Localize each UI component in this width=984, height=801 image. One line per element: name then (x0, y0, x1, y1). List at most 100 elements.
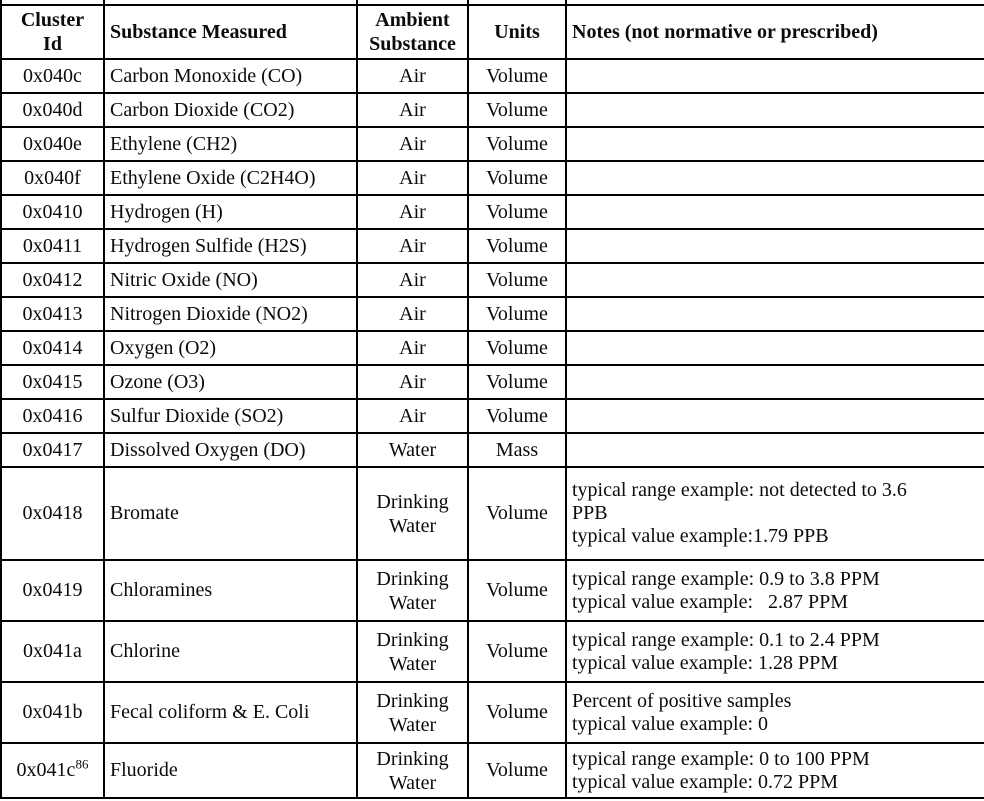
clipped-cell (467, 0, 567, 6)
notes-cell (565, 92, 984, 128)
substance-measured-cell: Sulfur Dioxide (SO2) (103, 398, 358, 434)
notes-cell (565, 194, 984, 230)
notes-cell (565, 126, 984, 162)
cluster-id-cell: 0x0419 (0, 559, 105, 622)
cluster-id-text: 0x0413 (22, 302, 83, 325)
notes-cell (565, 296, 984, 332)
cluster-id-cell: 0x041c86 (0, 742, 105, 799)
notes-cell (565, 364, 984, 400)
column-header-units: Units (467, 4, 567, 60)
cluster-id-text: 0x0415 (22, 370, 83, 393)
ambient-substance-cell: Drinking Water (356, 681, 469, 744)
substance-measured-cell: Bromate (103, 466, 358, 561)
cluster-id-cell: 0x040c (0, 58, 105, 94)
notes-cell (565, 262, 984, 298)
ambient-substance-cell: Air (356, 92, 469, 128)
ambient-substance-cell: Air (356, 58, 469, 94)
cluster-id-text: 0x041a (23, 640, 82, 662)
units-cell: Volume (467, 296, 567, 332)
cluster-id-cell: 0x0416 (0, 398, 105, 434)
ambient-substance-cell: Drinking Water (356, 620, 469, 683)
cluster-id-text: 0x040c (23, 64, 82, 87)
cluster-id-cell: 0x041b (0, 681, 105, 744)
cluster-id-cell: 0x0417 (0, 432, 105, 468)
ambient-substance-cell: Air (356, 398, 469, 434)
substance-measured-cell: Hydrogen Sulfide (H2S) (103, 228, 358, 264)
cluster-id-text: 0x0418 (22, 502, 83, 524)
cluster-id-cell: 0x0412 (0, 262, 105, 298)
cluster-id-cell: 0x0410 (0, 194, 105, 230)
footnote-ref: 86 (75, 756, 89, 772)
notes-cell (565, 330, 984, 366)
cluster-id-text: 0x040d (22, 98, 83, 121)
cluster-id-text: 0x040f (24, 166, 81, 189)
notes-cell: typical range example: 0.1 to 2.4 PPM ty… (565, 620, 984, 683)
substance-measured-cell: Chlorine (103, 620, 358, 683)
notes-cell (565, 58, 984, 94)
substance-measured-cell: Ozone (O3) (103, 364, 358, 400)
units-cell: Volume (467, 194, 567, 230)
notes-cell (565, 432, 984, 468)
substance-measured-cell: Ethylene (CH2) (103, 126, 358, 162)
cluster-id-cell: 0x040f (0, 160, 105, 196)
cluster-id-text: 0x0410 (22, 200, 83, 223)
cluster-id-cell: 0x0418 (0, 466, 105, 561)
units-cell: Volume (467, 466, 567, 561)
substance-measured-cell: Nitric Oxide (NO) (103, 262, 358, 298)
table-row: 0x0410 Hydrogen (H) Air Volume (0, 194, 984, 230)
table-row: 0x0412 Nitric Oxide (NO) Air Volume (0, 262, 984, 298)
table-row: 0x040f Ethylene Oxide (C2H4O) Air Volume (0, 160, 984, 196)
ambient-substance-cell: Air (356, 296, 469, 332)
table-row: 0x041a Chlorine Drinking Water Volume typica… (0, 620, 984, 683)
table-row: 0x041b Fecal coliform & E. Coli Drinking W… (0, 681, 984, 744)
units-cell: Mass (467, 432, 567, 468)
table-row: 0x0417 Dissolved Oxygen (DO) Water Mass (0, 432, 984, 468)
notes-cell: typical range example: 0.9 to 3.8 PPM ty… (565, 559, 984, 622)
substance-measured-cell: Carbon Monoxide (CO) (103, 58, 358, 94)
cluster-id-cell: 0x0415 (0, 364, 105, 400)
cluster-id-cell: 0x040d (0, 92, 105, 128)
column-header-cluster-id: Cluster Id (0, 4, 105, 60)
units-cell: Volume (467, 58, 567, 94)
cluster-id-cell: 0x0411 (0, 228, 105, 264)
ambient-substance-cell: Drinking Water (356, 742, 469, 799)
table-row: 0x0414 Oxygen (O2) Air Volume (0, 330, 984, 366)
table-row: 0x040e Ethylene (CH2) Air Volume (0, 126, 984, 162)
substance-measured-cell: Hydrogen (H) (103, 194, 358, 230)
notes-cell (565, 160, 984, 196)
cluster-id-cell: 0x0413 (0, 296, 105, 332)
units-cell: Volume (467, 364, 567, 400)
units-cell: Volume (467, 160, 567, 196)
substance-measured-cell: Nitrogen Dioxide (NO2) (103, 296, 358, 332)
cluster-id-text: 0x041b (22, 701, 83, 723)
substance-measured-cell: Dissolved Oxygen (DO) (103, 432, 358, 468)
cluster-id-text: 0x041c (16, 759, 76, 781)
units-cell: Volume (467, 228, 567, 264)
table-row: 0x0418 Bromate Drinking Water Volume typical… (0, 466, 984, 561)
substance-measured-cell: Fluoride (103, 742, 358, 799)
substance-measured-cell: Ethylene Oxide (C2H4O) (103, 160, 358, 196)
table-top-clipped-row (0, 0, 984, 6)
ambient-substance-cell: Air (356, 126, 469, 162)
cluster-id-text: 0x0412 (22, 268, 83, 291)
units-cell: Volume (467, 92, 567, 128)
ambient-substance-cell: Air (356, 228, 469, 264)
ambient-substance-cell: Air (356, 160, 469, 196)
clipped-cell (0, 0, 105, 6)
table-row: 0x0413 Nitrogen Dioxide (NO2) Air Volume (0, 296, 984, 332)
ambient-substance-cell: Air (356, 262, 469, 298)
cluster-id-text: 0x040e (23, 132, 82, 155)
units-cell: Volume (467, 126, 567, 162)
units-cell: Volume (467, 681, 567, 744)
units-cell: Volume (467, 398, 567, 434)
column-header-substance-measured: Substance Measured (103, 4, 358, 60)
cluster-id-text: 0x0416 (22, 404, 83, 427)
units-cell: Volume (467, 559, 567, 622)
table-row: 0x0416 Sulfur Dioxide (SO2) Air Volume (0, 398, 984, 434)
table-row: 0x040c Carbon Monoxide (CO) Air Volume (0, 58, 984, 94)
table-row: 0x040d Carbon Dioxide (CO2) Air Volume (0, 92, 984, 128)
cluster-id-text: 0x0414 (22, 336, 83, 359)
cluster-id-text: 0x0419 (22, 579, 83, 601)
table-row: 0x0415 Ozone (O3) Air Volume (0, 364, 984, 400)
